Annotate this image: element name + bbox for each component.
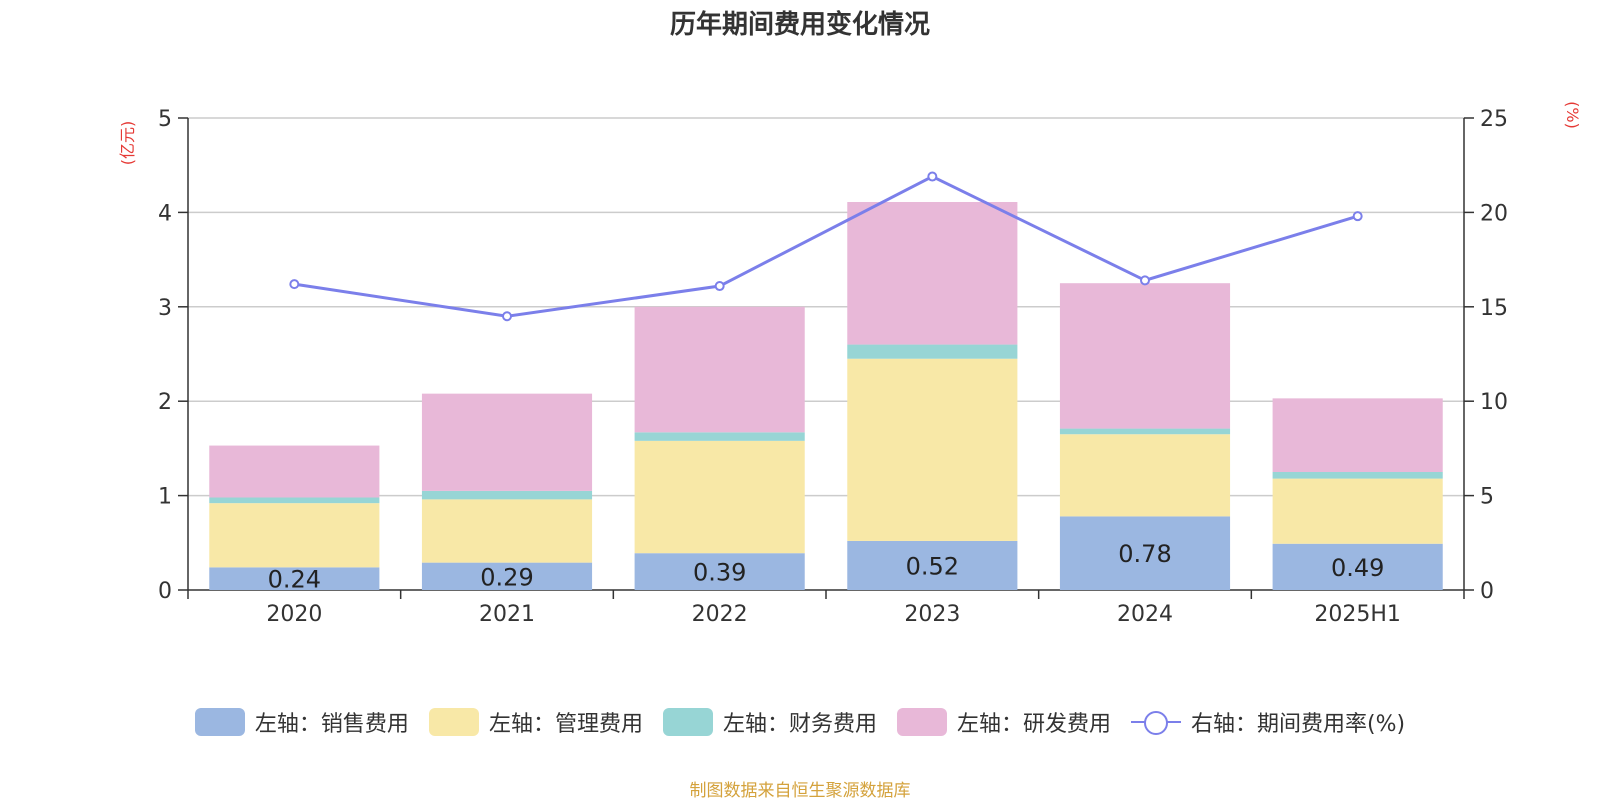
bar-segment (634, 440, 805, 554)
line-point (1140, 275, 1150, 286)
grid-lines (188, 117, 1464, 497)
bar-segment (1272, 398, 1443, 472)
right-tick-label: 20 (1480, 201, 1508, 226)
bar-segment (847, 344, 1018, 359)
legend-item[interactable]: 右轴：期间费用率(%) (1130, 706, 1406, 738)
right-tick-label: 5 (1480, 485, 1494, 510)
bar-segment (421, 562, 593, 590)
bar-segment (1272, 543, 1443, 590)
line-point (927, 171, 938, 182)
left-tick-label: 1 (158, 485, 172, 510)
bar-segment (847, 202, 1018, 345)
line-point (1352, 211, 1363, 222)
x-tick-label: 2022 (692, 602, 748, 627)
bar-value-label: 0.78 (1118, 540, 1171, 568)
bar-value-label: 0.29 (480, 563, 533, 591)
legend-swatch (662, 708, 713, 736)
legend-item[interactable]: 左轴：研发费用 (896, 706, 1111, 738)
legend-label: 左轴：财务费用 (722, 712, 877, 737)
line-series-path (294, 174, 1359, 318)
legend-label: 左轴：销售费用 (254, 712, 409, 737)
bar-segment (634, 432, 805, 441)
chart-title: 历年期间费用变化情况 (669, 10, 930, 40)
bar-segment (209, 497, 380, 504)
bar-segment (1059, 434, 1231, 517)
legend-item[interactable]: 左轴：管理费用 (428, 706, 643, 738)
legend-item[interactable]: 左轴：销售费用 (194, 706, 409, 738)
bar-segment (1272, 472, 1443, 479)
right-tick-label: 15 (1480, 296, 1508, 321)
data-labels: 0.24 0.29 0.39 0.52 0.78 0.49 (268, 540, 1385, 593)
bar-series (209, 202, 1443, 590)
bar-segment (1059, 516, 1231, 590)
legend-swatch (896, 708, 947, 736)
bar-segment (209, 503, 380, 568)
bar-segment (209, 567, 380, 590)
line-point (502, 311, 512, 322)
legend-line-marker-icon (1130, 708, 1181, 736)
legend-swatch (428, 708, 479, 736)
legend-label: 左轴：管理费用 (488, 712, 643, 737)
left-axis-unit: (亿元) (118, 121, 137, 166)
bar-segment (634, 306, 805, 433)
right-tick-label: 25 (1480, 107, 1508, 132)
bar-value-label: 0.39 (693, 559, 746, 587)
bar-segment (847, 540, 1018, 590)
right-axis-unit: (%) (1563, 101, 1582, 129)
x-tick-label: 2020 (266, 602, 322, 627)
line-series (289, 171, 1363, 322)
bar-segment (421, 490, 593, 500)
bar-segment (421, 499, 593, 563)
x-tick-label: 2025H1 (1314, 602, 1401, 627)
right-tick-label: 10 (1480, 390, 1508, 415)
legend: 左轴：销售费用 左轴：管理费用 左轴：财务费用 左轴：研发费用 右轴：期间费用率(%) (0, 704, 1600, 740)
bar-value-label: 0.49 (1331, 554, 1384, 582)
bar-value-label: 0.24 (268, 566, 321, 594)
left-tick-label: 0 (158, 579, 172, 604)
left-tick-label: 5 (158, 107, 172, 132)
right-tick-label: 0 (1480, 579, 1494, 604)
left-tick-label: 2 (158, 390, 172, 415)
legend-label: 左轴：研发费用 (956, 712, 1111, 737)
line-point (289, 279, 300, 290)
bar-segment (1272, 478, 1443, 544)
legend-item[interactable]: 左轴：财务费用 (662, 706, 877, 738)
bar-segment (209, 445, 380, 498)
bar-segment (847, 358, 1018, 541)
bar-segment (1059, 283, 1231, 429)
line-point (714, 281, 725, 292)
bar-value-label: 0.52 (906, 552, 959, 580)
bar-segment (421, 393, 593, 491)
source-note: 制图数据来自恒生聚源数据库 (689, 781, 911, 801)
legend-swatch (194, 708, 245, 736)
legend-label: 右轴：期间费用率(%) (1190, 712, 1406, 737)
x-tick-label: 2023 (904, 602, 960, 627)
left-tick-label: 3 (158, 296, 172, 321)
x-tick-label: 2021 (479, 602, 535, 627)
axes: 0 1 2 3 4 5 0 5 10 15 20 25 2020 2021 2022 2023 2024 2025… (118, 101, 1582, 627)
left-tick-label: 4 (158, 201, 172, 226)
bar-segment (1059, 428, 1231, 435)
bar-segment (634, 553, 805, 590)
x-tick-label: 2024 (1117, 602, 1173, 627)
